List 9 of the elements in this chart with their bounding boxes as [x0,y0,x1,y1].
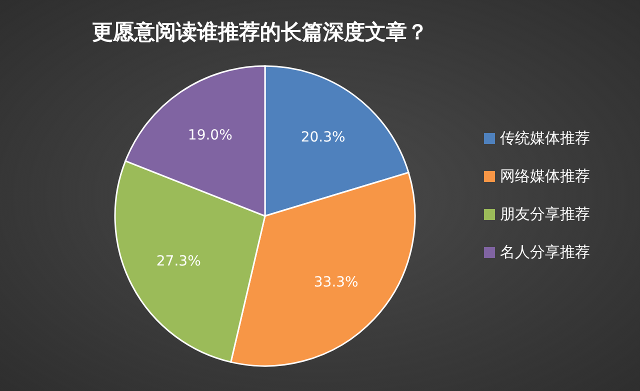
legend-label: 朋友分享推荐 [500,205,590,224]
chart-title: 更愿意阅读谁推荐的长篇深度文章？ [91,19,429,46]
data-label: 27.3% [156,253,201,270]
slice-label: 网络媒体推荐 [500,167,590,186]
data-label: 19.0% [188,127,232,144]
data-label: 33.3% [314,274,358,291]
legend-label: 名人分享推荐 [500,243,590,262]
legend-label: 传统媒体推荐 [500,129,590,148]
data-label: 20.3% [300,130,346,146]
